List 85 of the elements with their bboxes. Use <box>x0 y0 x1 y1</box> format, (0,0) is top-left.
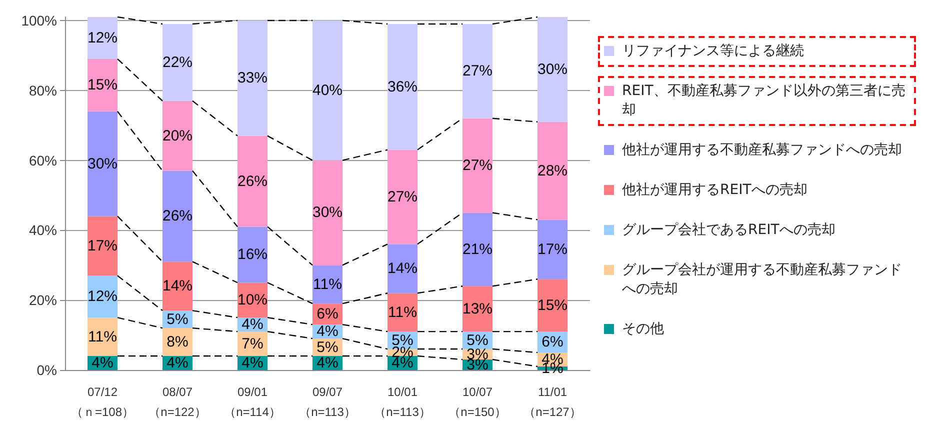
data-label: 4% <box>92 354 114 372</box>
data-label: 17% <box>537 240 568 258</box>
y-tick-label: 80% <box>28 82 57 98</box>
bar <box>538 220 568 280</box>
legend-label: 他社が運用するREITへの売却 <box>622 181 808 200</box>
bar <box>162 262 192 311</box>
data-label: 36% <box>387 78 418 96</box>
data-label: 26% <box>162 208 193 225</box>
data-label: 26% <box>237 172 268 190</box>
data-label: 40% <box>312 82 343 99</box>
x-tick-label: 10/07（n=150） <box>448 385 506 419</box>
data-label: 5% <box>316 338 338 356</box>
x-tick-label: 09/07（n=113） <box>299 385 356 419</box>
y-tick-label: 100% <box>21 12 57 28</box>
bar <box>162 100 192 171</box>
data-label: 30% <box>312 204 343 222</box>
data-label: 4% <box>316 354 338 372</box>
data-label: 4% <box>316 323 338 340</box>
data-label: 20% <box>162 127 193 144</box>
data-label: 13% <box>462 300 493 318</box>
x-tick-label: 08/07（n=122） <box>148 385 206 419</box>
legend-label: グループ会社が運用する不動産私募ファンドへの売却 <box>622 261 903 299</box>
data-label: 16% <box>237 246 268 264</box>
data-label: 30% <box>537 60 568 78</box>
data-label: 14% <box>387 260 418 278</box>
data-label: 27% <box>387 188 418 206</box>
bar <box>88 111 118 216</box>
x-tick-label: 10/01（n=113） <box>374 385 431 419</box>
data-label: 10% <box>237 292 268 309</box>
legend-label: その他 <box>622 320 664 339</box>
data-label: 6% <box>542 334 564 351</box>
data-label: 4% <box>166 354 188 372</box>
legend-label: 他社が運用する不動産私募ファンドへの売却 <box>622 141 902 160</box>
x-tick-label: 07/12（ｎ=108） <box>70 385 134 419</box>
bar <box>238 20 268 136</box>
data-label: 28% <box>537 162 568 180</box>
bar <box>462 118 492 213</box>
data-label: 5% <box>466 332 488 349</box>
data-label: 12% <box>87 288 118 306</box>
data-label: 5% <box>166 310 188 328</box>
data-label: 11% <box>88 328 117 346</box>
data-label: 15% <box>537 296 568 314</box>
data-label: 27% <box>462 157 493 174</box>
bar <box>462 212 492 286</box>
data-label: 27% <box>462 62 493 80</box>
bar <box>162 170 192 262</box>
data-label: 8% <box>166 334 188 351</box>
data-label: 33% <box>237 70 268 87</box>
data-label: 6% <box>316 306 338 323</box>
y-tick-label: 40% <box>28 222 57 238</box>
data-label: 14% <box>162 278 193 295</box>
data-label: 17% <box>87 237 118 254</box>
data-label: 21% <box>462 240 493 258</box>
legend-label: リファイナンス等による継続 <box>622 42 804 61</box>
x-tick-label: 11/01（n=127） <box>524 385 582 419</box>
data-label: 11% <box>313 276 342 293</box>
x-tick-label: 09/01（n=114） <box>224 385 281 419</box>
bar <box>238 226 268 283</box>
y-tick-label: 20% <box>28 292 57 308</box>
bar <box>462 24 492 118</box>
bar <box>388 24 418 150</box>
bar <box>538 17 568 122</box>
legend-label: グループ会社であるREITへの売却 <box>622 221 836 240</box>
data-label: 30% <box>87 155 118 172</box>
legend-label: REIT、不動産私募ファンド以外の第三者に売却 <box>622 82 906 120</box>
y-tick-label: 60% <box>28 152 57 168</box>
data-label: 4% <box>242 316 264 334</box>
data-label: 15% <box>87 76 118 94</box>
bar <box>388 244 418 294</box>
bar <box>238 136 268 227</box>
bar <box>538 122 568 220</box>
data-label: 12% <box>87 29 118 46</box>
bar <box>312 20 342 160</box>
data-label: 11% <box>388 304 417 321</box>
bar <box>162 24 192 101</box>
bar <box>462 286 492 332</box>
bar <box>538 279 568 332</box>
bar <box>88 216 118 276</box>
y-tick-label: 0% <box>36 362 57 378</box>
bar <box>88 58 118 112</box>
data-label: 22% <box>162 54 193 71</box>
bar <box>312 160 342 266</box>
data-label: 4% <box>242 354 264 372</box>
data-label: 7% <box>242 335 264 352</box>
bar <box>388 150 418 244</box>
